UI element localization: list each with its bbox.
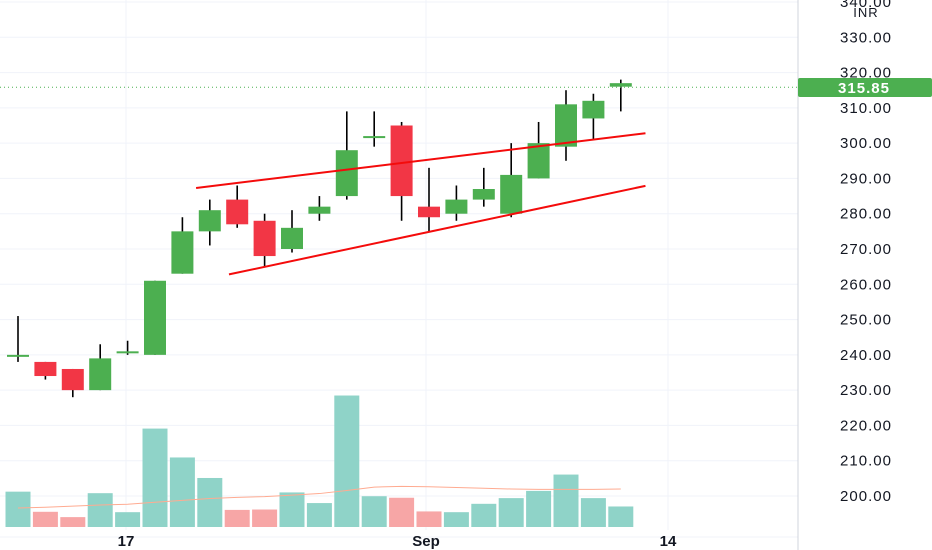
price-tick-label: 290.00 [840,170,892,187]
volume-bar [224,509,250,527]
candle-up [472,189,495,200]
volume-moving-average [17,485,621,509]
volume-ma-line [17,485,621,509]
candle-down [418,206,440,218]
time-tick-label: Sep [412,533,440,550]
volume-bar [169,457,195,527]
price-tick-label: 280.00 [840,206,892,223]
candle-down [390,125,413,197]
price-tick-label: 300.00 [840,135,892,152]
volume-bar [443,512,469,527]
grid [0,0,798,538]
price-tick-label: 270.00 [840,241,892,258]
trendline [228,184,646,276]
candle-up [308,206,331,214]
volume-bar [471,503,497,527]
price-tick-label: 240.00 [840,347,892,364]
candle-up [116,351,139,354]
volume-bar [580,498,606,527]
candle-up [582,100,605,119]
price-tick-label: 330.00 [840,29,892,46]
candle-up [335,150,358,197]
price-axis[interactable]: 200.00 210.00 220.00 230.00 240.00 250.00 260.… [840,0,892,505]
volume-bar [252,509,278,527]
volume-bar [361,496,387,527]
currency-label: INR [853,5,878,20]
volume-bar [60,517,86,527]
volume-bar [334,395,360,527]
candle-down [61,368,84,391]
price-tick-label: 210.00 [840,453,892,470]
candle-up [281,227,303,249]
candle-up [89,358,112,391]
candle-down [226,199,249,225]
volume-bar [306,503,332,527]
volume-bar [87,493,113,527]
volume-bar [279,492,305,527]
volume-bars [5,395,634,527]
candle-up [555,104,577,147]
time-tick-label: 17 [118,533,135,550]
volume-bar [389,497,415,527]
candle-up [527,143,550,179]
price-tick-label: 260.00 [840,276,892,293]
last-price-tag: 315.85 [798,78,932,97]
price-tick-label: 250.00 [840,312,892,329]
last-price-tag-bg [798,78,932,97]
price-tick-label: 340.00 [840,0,892,11]
candle-down [34,361,57,377]
volume-bar [416,511,442,527]
price-tick-label: 230.00 [840,382,892,399]
volume-bar [526,490,552,527]
candle-up [198,210,221,232]
volume-bar [197,477,223,527]
volume-bar [553,474,579,527]
candle-up [445,199,468,214]
volume-bar [498,498,524,527]
volume-bar [608,506,634,527]
candles [7,79,632,398]
candle-up [144,280,166,355]
candle-up [171,231,194,274]
candle-up [500,174,523,214]
volume-bar [5,491,31,527]
candle-up [609,83,632,87]
time-tick-label: 14 [660,533,677,550]
volume-bar [32,511,58,527]
trendline [195,132,646,189]
volume-bar [142,428,168,527]
price-tick-label: 320.00 [840,65,892,82]
last-price-tag-text: 315.85 [838,80,890,97]
trendlines [195,132,646,276]
price-tick-label: 310.00 [840,100,892,117]
candle-up [363,136,386,139]
volume-bar [115,512,141,527]
candle-up [7,354,29,357]
price-tick-label: 200.00 [840,488,892,505]
price-tick-label: 220.00 [840,417,892,434]
candle-down [253,220,276,257]
time-axis[interactable]: 17 Sep 14 [118,533,677,550]
